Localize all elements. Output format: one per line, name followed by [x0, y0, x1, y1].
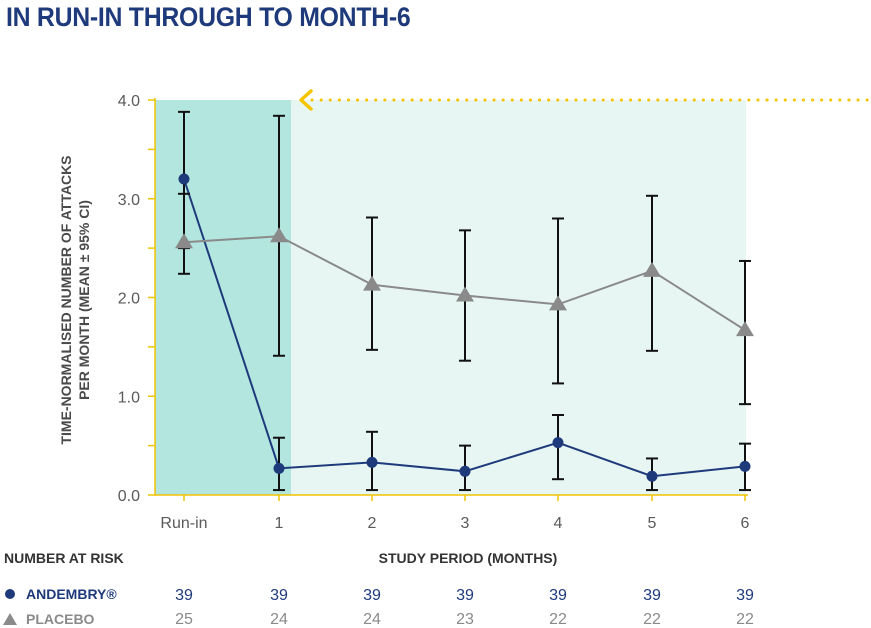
- series-placebo: [175, 114, 754, 406]
- y-tick-label: 0.0: [118, 488, 140, 505]
- risk-table-heading: NUMBER AT RISK: [4, 550, 124, 566]
- risk-row-label-andembry: ANDEMBRY®: [26, 586, 117, 602]
- risk-value-andembry: 39: [549, 587, 567, 604]
- data-point: [459, 465, 471, 477]
- data-point: [736, 321, 754, 337]
- risk-value-placebo: 23: [456, 611, 474, 628]
- data-point: [270, 227, 288, 243]
- y-tick-label: 4.0: [118, 93, 140, 110]
- risk-value-andembry: 39: [270, 587, 288, 604]
- x-tick-label: 4: [554, 515, 563, 532]
- x-tick-label: 5: [648, 515, 657, 532]
- x-axis-label: STUDY PERIOD (MONTHS): [379, 550, 558, 566]
- risk-value-placebo: 22: [736, 611, 754, 628]
- treatment-shade: [291, 100, 746, 495]
- risk-value-placebo: 24: [270, 611, 288, 628]
- risk-value-andembry: 39: [736, 587, 754, 604]
- data-point: [643, 261, 661, 277]
- placebo-marker-icon: [3, 613, 17, 625]
- series-andembry: [178, 110, 751, 492]
- data-point: [456, 286, 474, 302]
- risk-value-andembry: 39: [456, 587, 474, 604]
- x-tick-label: 1: [275, 515, 284, 532]
- data-point: [178, 173, 190, 185]
- risk-value-placebo: 22: [549, 611, 567, 628]
- risk-value-placebo: 22: [643, 611, 661, 628]
- x-tick-label: 2: [368, 515, 377, 532]
- data-point: [646, 470, 658, 482]
- x-tick-label: 3: [461, 515, 470, 532]
- risk-value-andembry: 39: [643, 587, 661, 604]
- x-tick-label: Run-in: [160, 515, 207, 532]
- data-point: [739, 460, 751, 472]
- y-tick-label: 1.0: [118, 389, 140, 406]
- x-tick-label: 6: [741, 515, 750, 532]
- data-point: [366, 456, 378, 468]
- y-tick-label: 2.0: [118, 291, 140, 308]
- risk-value-andembry: 39: [175, 587, 193, 604]
- data-point: [273, 462, 285, 474]
- y-axis-label-line2: PER MONTH (MEAN ± 95% CI): [76, 200, 92, 400]
- data-point: [363, 275, 381, 291]
- andembry-marker-icon: [5, 589, 15, 599]
- y-axis-label: TIME-NORMALISED NUMBER OF ATTACKS: [58, 155, 74, 444]
- data-point: [552, 437, 564, 449]
- risk-value-placebo: 25: [175, 611, 193, 628]
- arrow-head-icon: [299, 89, 313, 111]
- risk-value-andembry: 39: [363, 587, 381, 604]
- data-point: [549, 295, 567, 311]
- risk-row-label-placebo: PLACEBO: [26, 611, 95, 627]
- risk-value-placebo: 24: [363, 611, 381, 628]
- page-title: IN RUN-IN THROUGH TO MONTH-6: [6, 2, 411, 32]
- data-point: [175, 233, 193, 249]
- y-tick-label: 3.0: [118, 192, 140, 209]
